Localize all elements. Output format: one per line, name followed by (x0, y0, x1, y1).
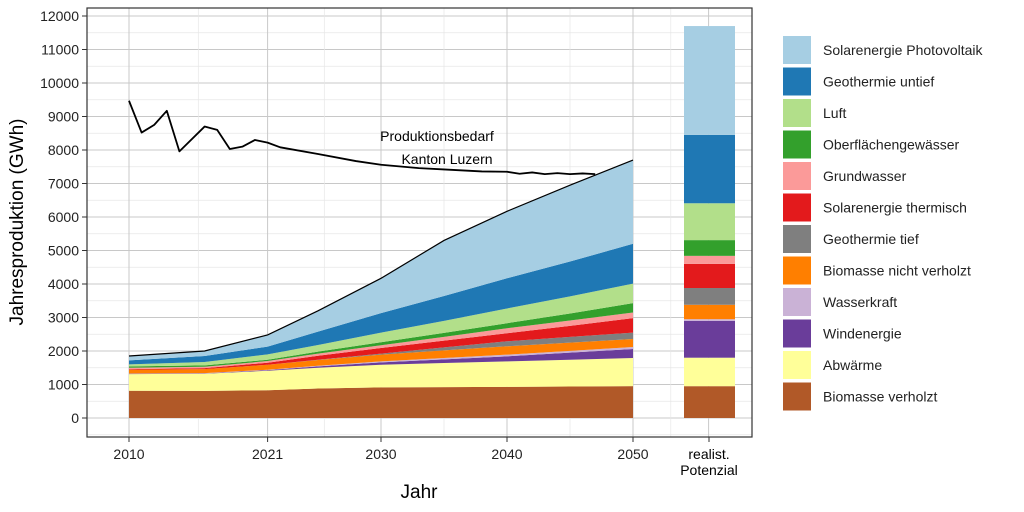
legend-label: Wasserkraft (823, 294, 897, 310)
potential-segment (684, 203, 735, 241)
y-tick-label: 12000 (40, 8, 79, 24)
legend-key (783, 319, 811, 348)
potential-label-1: realist. (688, 446, 729, 462)
x-tick-label: 2010 (113, 446, 144, 462)
x-axis: 2010 2021 2030 2040 2050 (113, 437, 710, 462)
legend: Solarenergie Photovoltaik Geothermie unti… (783, 36, 984, 411)
y-tick-label: 11000 (41, 42, 79, 58)
potential-segment (684, 304, 735, 320)
legend-key (783, 193, 811, 222)
plot-border (86, 7, 753, 438)
legend-key (783, 288, 811, 316)
legend-label: Solarenergie thermisch (823, 200, 967, 216)
legend-key (783, 351, 811, 379)
x-tick-label: 2040 (491, 446, 522, 462)
area-biomasse-verholzt (129, 386, 633, 418)
y-tick-label: 9000 (48, 109, 79, 125)
potential-segment (684, 320, 735, 358)
y-tick-label: 5000 (48, 243, 79, 259)
potential-bar (684, 26, 735, 418)
y-tick-label: 3000 (48, 310, 79, 326)
y-tick-label: 10000 (40, 75, 79, 91)
y-tick-label: 6000 (48, 209, 79, 225)
legend-label: Abwärme (823, 357, 882, 373)
legend-label: Grundwasser (823, 168, 907, 184)
y-tick-label: 2000 (48, 343, 79, 359)
x-tick-label: 2030 (365, 446, 396, 462)
x-tick-label: 2050 (617, 446, 648, 462)
area-abwärme (129, 358, 633, 391)
x-tick-label: 2021 (252, 446, 283, 462)
legend-label: Biomasse verholzt (823, 389, 937, 405)
potential-segment (684, 357, 735, 387)
y-tick-label: 1000 (48, 377, 79, 393)
potential-segment (684, 255, 735, 264)
legend-key (783, 36, 811, 64)
legend-label: Windenergie (823, 326, 902, 342)
y-tick-label: 7000 (48, 176, 79, 192)
demand-label-1: Produktionsbedarf (380, 128, 494, 144)
legend-label: Solarenergie Photovoltaik (823, 42, 984, 58)
area-layers (128, 159, 634, 418)
legend-label: Luft (823, 105, 846, 121)
legend-label: Biomasse nicht verholzt (823, 263, 971, 279)
potential-label-2: Potenzial (680, 462, 738, 478)
demand-line (128, 100, 596, 176)
potential-segment (684, 386, 735, 418)
y-axis: 0 1000 2000 3000 4000 5000 6000 7000 8000 9000 100… (40, 8, 87, 426)
y-tick-label: 0 (71, 410, 79, 426)
legend-label: Geothermie untief (823, 74, 934, 90)
potential-segment (684, 134, 735, 204)
area-geothermie-tief (129, 332, 633, 370)
y-axis-label: Jahresproduktion (GWh) (7, 119, 28, 326)
potential-segment (684, 26, 735, 135)
potential-segment (684, 240, 735, 256)
potential-segment (684, 319, 735, 321)
potential-segment (684, 288, 735, 305)
legend-label: Oberflächengewässer (823, 137, 960, 153)
legend-key (783, 162, 811, 190)
demand-line-path (128, 100, 596, 176)
legend-key (783, 130, 811, 159)
legend-key (783, 99, 811, 127)
legend-key (783, 67, 811, 96)
legend-key (783, 382, 811, 411)
demand-label-2: Kanton Luzern (401, 151, 492, 167)
total-outline (128, 159, 634, 357)
legend-key (783, 256, 811, 285)
x-axis-label: Jahr (401, 482, 439, 503)
area-biomasse-nicht-verholzt (129, 338, 633, 374)
legend-key (783, 225, 811, 253)
legend-label: Geothermie tief (823, 231, 919, 247)
y-tick-label: 8000 (48, 142, 79, 158)
area-solarenergie-photovoltaik (129, 160, 633, 361)
potential-segment (684, 263, 735, 289)
y-tick-label: 4000 (48, 276, 79, 292)
